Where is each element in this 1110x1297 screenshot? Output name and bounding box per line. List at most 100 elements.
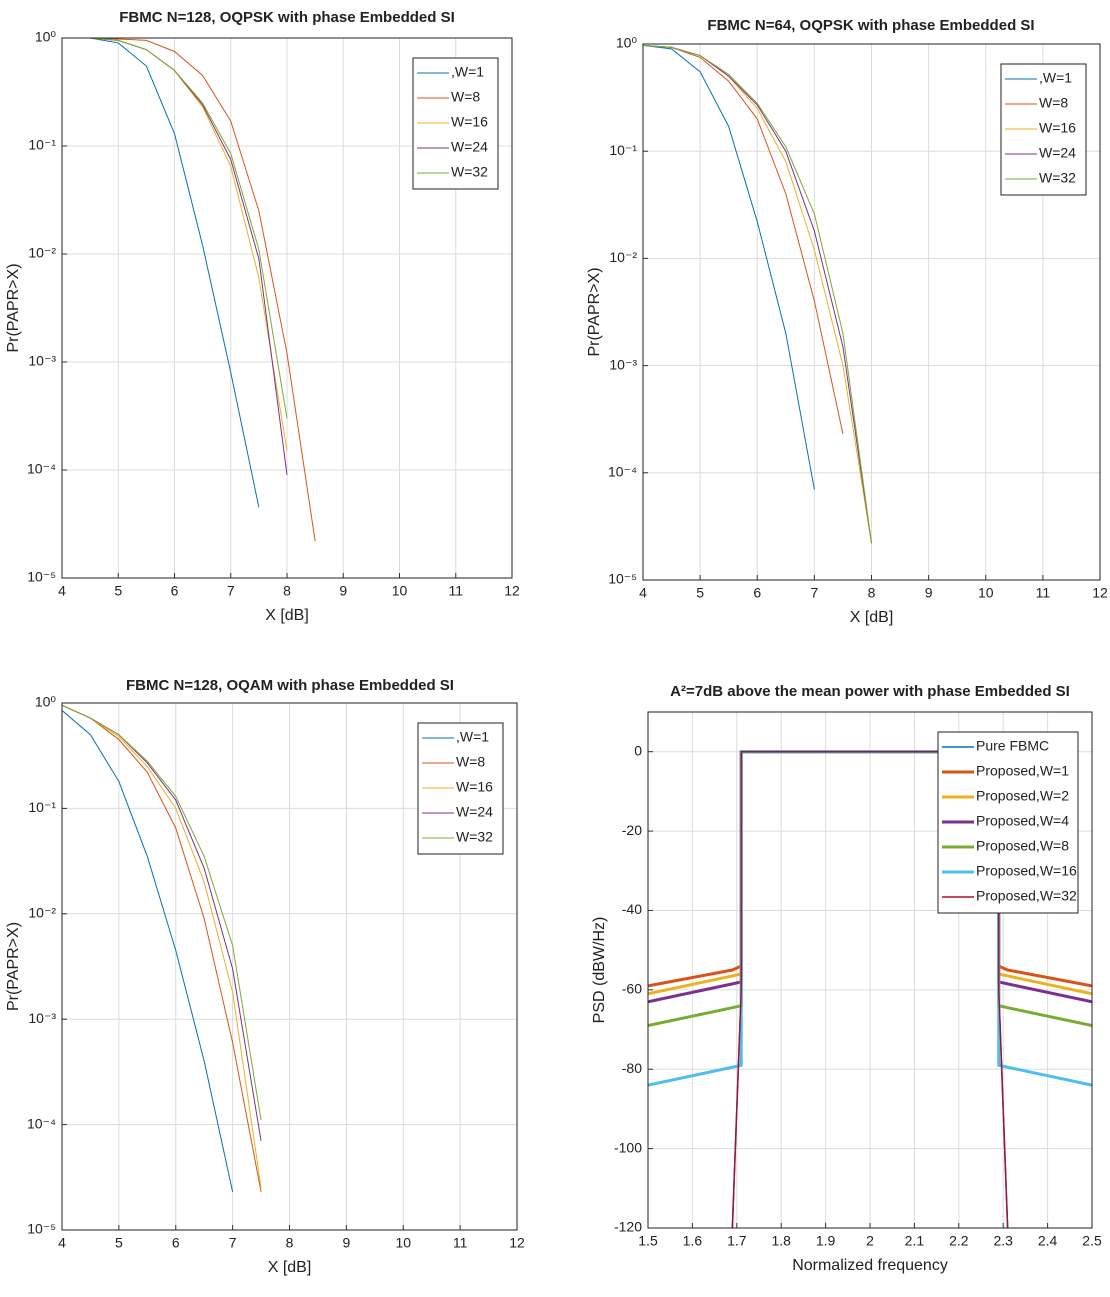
axes-box xyxy=(647,711,1093,1229)
y-tick-label: 10⁻¹ xyxy=(28,137,56,153)
legend-label: Pure FBMC xyxy=(976,738,1049,754)
y-tick-label: -40 xyxy=(622,901,642,917)
legend-label: W=32 xyxy=(451,164,488,180)
x-tick-label: 1.8 xyxy=(771,1233,791,1249)
axes-box xyxy=(61,702,518,1231)
x-tick-label: 1.7 xyxy=(727,1233,747,1249)
y-tick-label: -60 xyxy=(622,981,642,997)
x-tick-label: 11 xyxy=(448,583,463,599)
legend: Pure FBMC Proposed,W=1 Proposed,W=2 Propose… xyxy=(937,731,1079,914)
x-tick-label: 7 xyxy=(810,585,818,601)
series-lines xyxy=(62,38,316,542)
y-tick-label: 10⁻³ xyxy=(28,353,56,369)
legend-label: W=16 xyxy=(1039,120,1076,136)
y-tick-label: -80 xyxy=(622,1060,642,1076)
y-axis-label: Pr(PAPR>X) xyxy=(586,267,603,356)
x-tick-label: 11 xyxy=(453,1235,468,1251)
legend-label: W=24 xyxy=(1039,145,1076,161)
x-axis-label: X [dB] xyxy=(850,609,894,626)
axes-box xyxy=(642,43,1101,581)
x-tick-label: 5 xyxy=(115,1235,123,1251)
y-axis-label: Pr(PAPR>X) xyxy=(5,263,22,352)
x-tick-label: 11 xyxy=(1036,585,1051,601)
y-tick-label: 10⁻² xyxy=(28,905,56,921)
x-tick-label: 4 xyxy=(58,1235,66,1251)
chart-title: A²=7dB above the mean power with phase E… xyxy=(670,683,1070,700)
series-lines xyxy=(648,750,1092,1228)
legend-label: ,W=1 xyxy=(451,64,484,80)
x-tick-label: 7 xyxy=(227,583,235,599)
x-tick-label: 6 xyxy=(753,585,761,601)
x-tick-label: 8 xyxy=(286,1235,294,1251)
y-tick-label: 10⁻⁴ xyxy=(27,1115,56,1131)
x-tick-label: 7 xyxy=(229,1235,237,1251)
chart-title: FBMC N=128, OQAM with phase Embedded SI xyxy=(126,677,454,694)
y-tick-label: 10⁰ xyxy=(35,29,57,45)
legend-label: Proposed,W=8 xyxy=(976,838,1069,854)
x-tick-label: 2.1 xyxy=(905,1233,925,1249)
x-tick-label: 4 xyxy=(58,583,66,599)
legend-label: W=16 xyxy=(456,779,493,795)
series-line xyxy=(731,750,1009,1228)
series-line xyxy=(643,44,872,544)
legend-label: W=32 xyxy=(1039,170,1076,186)
x-tick-label: 9 xyxy=(925,585,933,601)
legend-label: ,W=1 xyxy=(1039,70,1072,86)
y-tick-label: 10⁻⁵ xyxy=(27,1221,56,1237)
legend: ,W=1 W=8 W=16 W=24 W=32 xyxy=(417,722,504,855)
y-tick-label: 0 xyxy=(634,742,642,758)
series-line xyxy=(62,704,262,1121)
chart-panel: 4 5 6 7 8 9 10 11 12 10⁻⁵ 10⁻⁴ 10⁻³ 10⁻² 10⁻¹ 10⁰ FBMC … xyxy=(586,17,1108,626)
y-tick-label: 10⁻⁴ xyxy=(608,464,637,480)
y-tick-label: 10⁰ xyxy=(616,35,638,51)
x-tick-label: 10 xyxy=(978,585,994,601)
x-tick-label: 6 xyxy=(172,1235,180,1251)
y-tick-label: 10⁻⁴ xyxy=(27,461,56,477)
chart-panel: 1.5 1.6 1.7 1.8 1.9 2 2.1 2.2 2.3 2.4 2.5 -120 -100 -… xyxy=(591,683,1102,1274)
axes-box xyxy=(61,37,513,579)
legend-label: W=24 xyxy=(456,804,493,820)
legend-label: Proposed,W=16 xyxy=(976,863,1077,879)
legend-label: Proposed,W=1 xyxy=(976,763,1069,779)
y-tick-label: 10⁻² xyxy=(609,249,637,265)
y-axis-label: Pr(PAPR>X) xyxy=(5,922,22,1011)
series-line xyxy=(62,710,234,1192)
legend: ,W=1 W=8 W=16 W=24 W=32 xyxy=(412,57,499,190)
series-lines xyxy=(643,44,872,544)
y-tick-label: 10⁻² xyxy=(28,245,56,261)
x-tick-label: 8 xyxy=(283,583,291,599)
x-tick-label: 12 xyxy=(509,1235,525,1251)
y-tick-label: 10⁻⁵ xyxy=(608,571,637,587)
x-tick-label: 2.2 xyxy=(949,1233,969,1249)
y-tick-label: 10⁻³ xyxy=(609,356,637,372)
y-tick-label: 10⁻¹ xyxy=(609,142,637,158)
x-tick-label: 2.3 xyxy=(993,1233,1013,1249)
x-axis-label: X [dB] xyxy=(265,607,309,624)
x-tick-label: 1.5 xyxy=(638,1233,658,1249)
legend: ,W=1 W=8 W=16 W=24 W=32 xyxy=(1000,63,1087,196)
y-tick-label: 10⁻¹ xyxy=(28,799,56,815)
x-tick-label: 10 xyxy=(392,583,408,599)
chart-title: FBMC N=64, OQPSK with phase Embedded SI xyxy=(707,17,1034,34)
x-axis-label: Normalized frequency xyxy=(792,1257,948,1274)
x-tick-label: 9 xyxy=(339,583,347,599)
x-tick-label: 2 xyxy=(866,1233,874,1249)
legend-label: W=8 xyxy=(1039,95,1068,111)
x-tick-label: 12 xyxy=(1092,585,1108,601)
legend-label: Proposed,W=32 xyxy=(976,888,1077,904)
x-tick-label: 1.6 xyxy=(683,1233,703,1249)
legend-label: W=8 xyxy=(456,754,485,770)
y-tick-label: 10⁻⁵ xyxy=(27,569,56,585)
legend-label: W=8 xyxy=(451,89,480,105)
series-line xyxy=(643,44,815,490)
chart-panel: 4 5 6 7 8 9 10 11 12 10⁻⁵ 10⁻⁴ 10⁻³ 10⁻² 10⁻¹ 10⁰ FBMC … xyxy=(5,677,525,1276)
legend-label: Proposed,W=2 xyxy=(976,788,1069,804)
chart-panel: 4 5 6 7 8 9 10 11 12 10⁻⁵ 10⁻⁴ 10⁻³ 10⁻² 10⁻¹ 10⁰ FBMC … xyxy=(5,9,520,624)
x-axis-label: X [dB] xyxy=(268,1259,312,1276)
y-tick-label: -20 xyxy=(622,822,642,838)
y-axis-label: PSD (dBW/Hz) xyxy=(591,917,608,1024)
x-tick-label: 6 xyxy=(171,583,179,599)
x-tick-label: 4 xyxy=(639,585,647,601)
